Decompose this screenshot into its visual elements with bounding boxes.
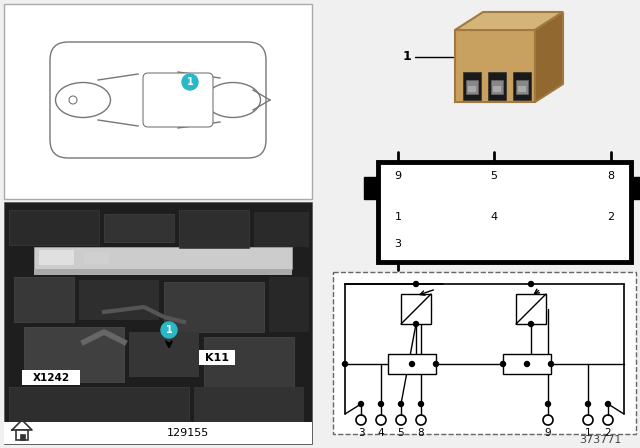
Text: 2: 2 bbox=[605, 428, 611, 438]
Bar bbox=[194, 387, 304, 427]
Ellipse shape bbox=[56, 82, 111, 117]
Text: 2: 2 bbox=[607, 212, 614, 222]
Circle shape bbox=[182, 74, 198, 90]
Circle shape bbox=[605, 401, 611, 406]
Text: 9: 9 bbox=[394, 171, 401, 181]
Bar bbox=[14, 277, 74, 322]
Polygon shape bbox=[455, 12, 563, 30]
Bar bbox=[516, 80, 528, 94]
Circle shape bbox=[413, 322, 419, 327]
Text: 9: 9 bbox=[545, 428, 551, 438]
FancyBboxPatch shape bbox=[50, 42, 266, 158]
Circle shape bbox=[529, 322, 534, 327]
Circle shape bbox=[586, 401, 591, 406]
Bar bbox=[466, 80, 478, 94]
Text: 3: 3 bbox=[358, 428, 364, 438]
Bar bbox=[4, 4, 312, 199]
Bar bbox=[204, 337, 294, 397]
Bar bbox=[491, 80, 503, 94]
Bar bbox=[34, 247, 292, 269]
Bar bbox=[22, 370, 80, 385]
FancyBboxPatch shape bbox=[143, 73, 213, 127]
Bar bbox=[388, 354, 436, 374]
Text: 8: 8 bbox=[607, 171, 614, 181]
Bar bbox=[24, 327, 124, 382]
Bar bbox=[164, 282, 264, 332]
Text: 1: 1 bbox=[166, 325, 172, 335]
Bar bbox=[488, 72, 506, 100]
Bar bbox=[20, 434, 25, 440]
Text: X1242: X1242 bbox=[33, 373, 70, 383]
Bar bbox=[378, 162, 631, 262]
Circle shape bbox=[399, 401, 403, 406]
Bar bbox=[631, 177, 640, 199]
Circle shape bbox=[525, 362, 529, 366]
Bar bbox=[129, 332, 199, 377]
Circle shape bbox=[419, 401, 424, 406]
Bar bbox=[455, 30, 535, 102]
Bar bbox=[84, 252, 109, 264]
Bar bbox=[518, 86, 526, 92]
Text: 5: 5 bbox=[490, 171, 497, 181]
Text: 129155: 129155 bbox=[167, 428, 209, 438]
Bar bbox=[39, 250, 74, 265]
Bar bbox=[254, 212, 309, 247]
Bar bbox=[9, 387, 189, 427]
Circle shape bbox=[529, 281, 534, 287]
Circle shape bbox=[433, 362, 438, 366]
Circle shape bbox=[548, 362, 554, 366]
Circle shape bbox=[500, 362, 506, 366]
Bar bbox=[513, 72, 531, 100]
Bar bbox=[4, 422, 312, 444]
Text: 4: 4 bbox=[490, 212, 497, 222]
Bar bbox=[9, 210, 99, 245]
Bar bbox=[401, 294, 431, 324]
Circle shape bbox=[358, 401, 364, 406]
Bar bbox=[34, 269, 292, 275]
Circle shape bbox=[342, 362, 348, 366]
Bar bbox=[333, 272, 636, 434]
Text: 1: 1 bbox=[394, 212, 401, 222]
Text: 3: 3 bbox=[394, 239, 401, 249]
Text: 4: 4 bbox=[378, 428, 384, 438]
Text: 5: 5 bbox=[397, 428, 404, 438]
Ellipse shape bbox=[205, 82, 260, 117]
Bar bbox=[463, 72, 481, 100]
Bar bbox=[269, 277, 309, 332]
Bar bbox=[503, 354, 551, 374]
Circle shape bbox=[413, 281, 419, 287]
Text: 1: 1 bbox=[187, 77, 193, 87]
Bar bbox=[179, 210, 249, 248]
Bar bbox=[104, 214, 174, 242]
Circle shape bbox=[410, 362, 415, 366]
Bar bbox=[79, 280, 159, 320]
Bar bbox=[4, 202, 312, 444]
Polygon shape bbox=[535, 12, 563, 102]
Text: 1: 1 bbox=[585, 428, 591, 438]
Text: 1: 1 bbox=[403, 51, 412, 64]
Circle shape bbox=[545, 401, 550, 406]
Text: 373771: 373771 bbox=[579, 435, 621, 445]
Circle shape bbox=[378, 401, 383, 406]
Text: 8: 8 bbox=[418, 428, 424, 438]
Text: K11: K11 bbox=[205, 353, 229, 363]
Bar bbox=[493, 86, 501, 92]
Bar bbox=[16, 430, 28, 440]
Bar bbox=[468, 86, 476, 92]
Bar bbox=[364, 177, 378, 199]
Bar bbox=[199, 350, 235, 365]
Circle shape bbox=[161, 322, 177, 338]
Bar bbox=[516, 294, 546, 324]
